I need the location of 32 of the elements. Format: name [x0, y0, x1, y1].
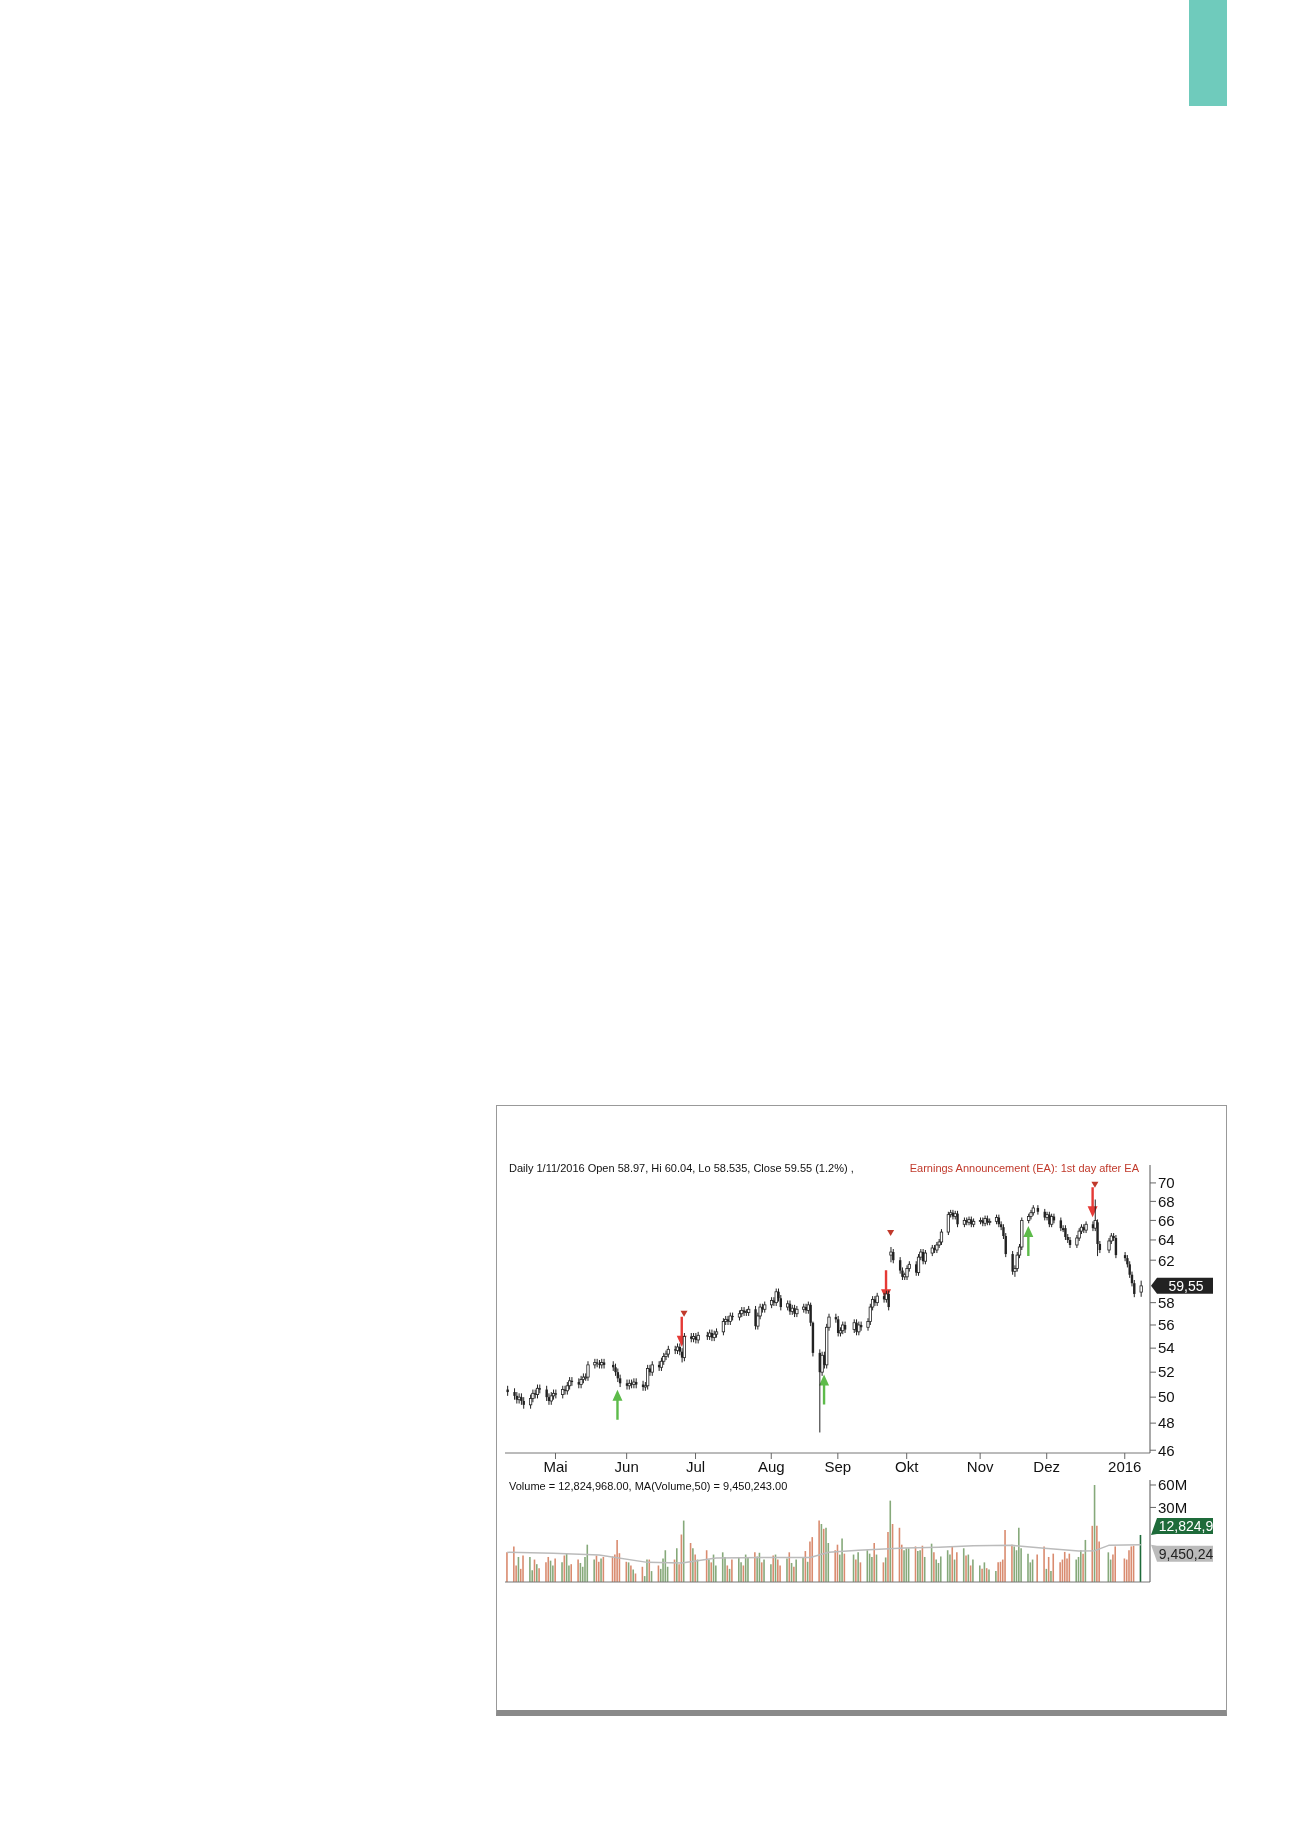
y-tick-label: 52 [1158, 1363, 1175, 1381]
y-tick-label: 70 [1158, 1174, 1175, 1192]
y-tick-label: 66 [1158, 1211, 1175, 1229]
annotation: 9,450,24 [1158, 1545, 1214, 1562]
x-tick-label: Mai [543, 1457, 568, 1475]
annotation: 59,55 [1168, 1277, 1204, 1294]
annotation: 12,824,9 [1158, 1517, 1214, 1534]
point [887, 1230, 895, 1237]
x-tick-label: Aug [757, 1457, 785, 1475]
y-tick-label: 46 [1158, 1441, 1175, 1459]
x-tick-label: Nov [966, 1457, 994, 1475]
x-tick-label: Jul [685, 1457, 706, 1475]
y-tick-label: 60M [1158, 1476, 1188, 1494]
y-tick-label: 50 [1158, 1388, 1175, 1406]
chart-title: Volume = 12,824,968.00, MA(Volume,50) = 9,450,243.00 [509, 1480, 788, 1492]
y-tick-label: 58 [1158, 1293, 1175, 1311]
chart-title: Daily 1/11/2016 Open 58.97, Hi 60.04, Lo 58.535, Close 59.55 (1.2%) , [509, 1162, 854, 1174]
y-tick-label: 68 [1158, 1192, 1175, 1210]
x-tick-label: Okt [895, 1457, 920, 1475]
y-tick-label: 64 [1158, 1231, 1175, 1249]
text: Earnings Announcement (EA): 1st day after EA [909, 1162, 1139, 1174]
x-tick-label: Dez [1033, 1457, 1061, 1475]
y-tick-label: 56 [1158, 1316, 1175, 1334]
x-tick-label: Sep [824, 1457, 852, 1475]
line-series [506, 1544, 1142, 1564]
x-tick-label: Jun [614, 1457, 639, 1475]
y-tick-label: 62 [1158, 1251, 1175, 1269]
y-tick-label: 30M [1158, 1498, 1188, 1516]
x-tick-label: 2016 [1108, 1457, 1142, 1475]
point [1091, 1181, 1099, 1188]
y-tick-label: 48 [1158, 1414, 1175, 1432]
y-tick-label: 54 [1158, 1339, 1175, 1357]
